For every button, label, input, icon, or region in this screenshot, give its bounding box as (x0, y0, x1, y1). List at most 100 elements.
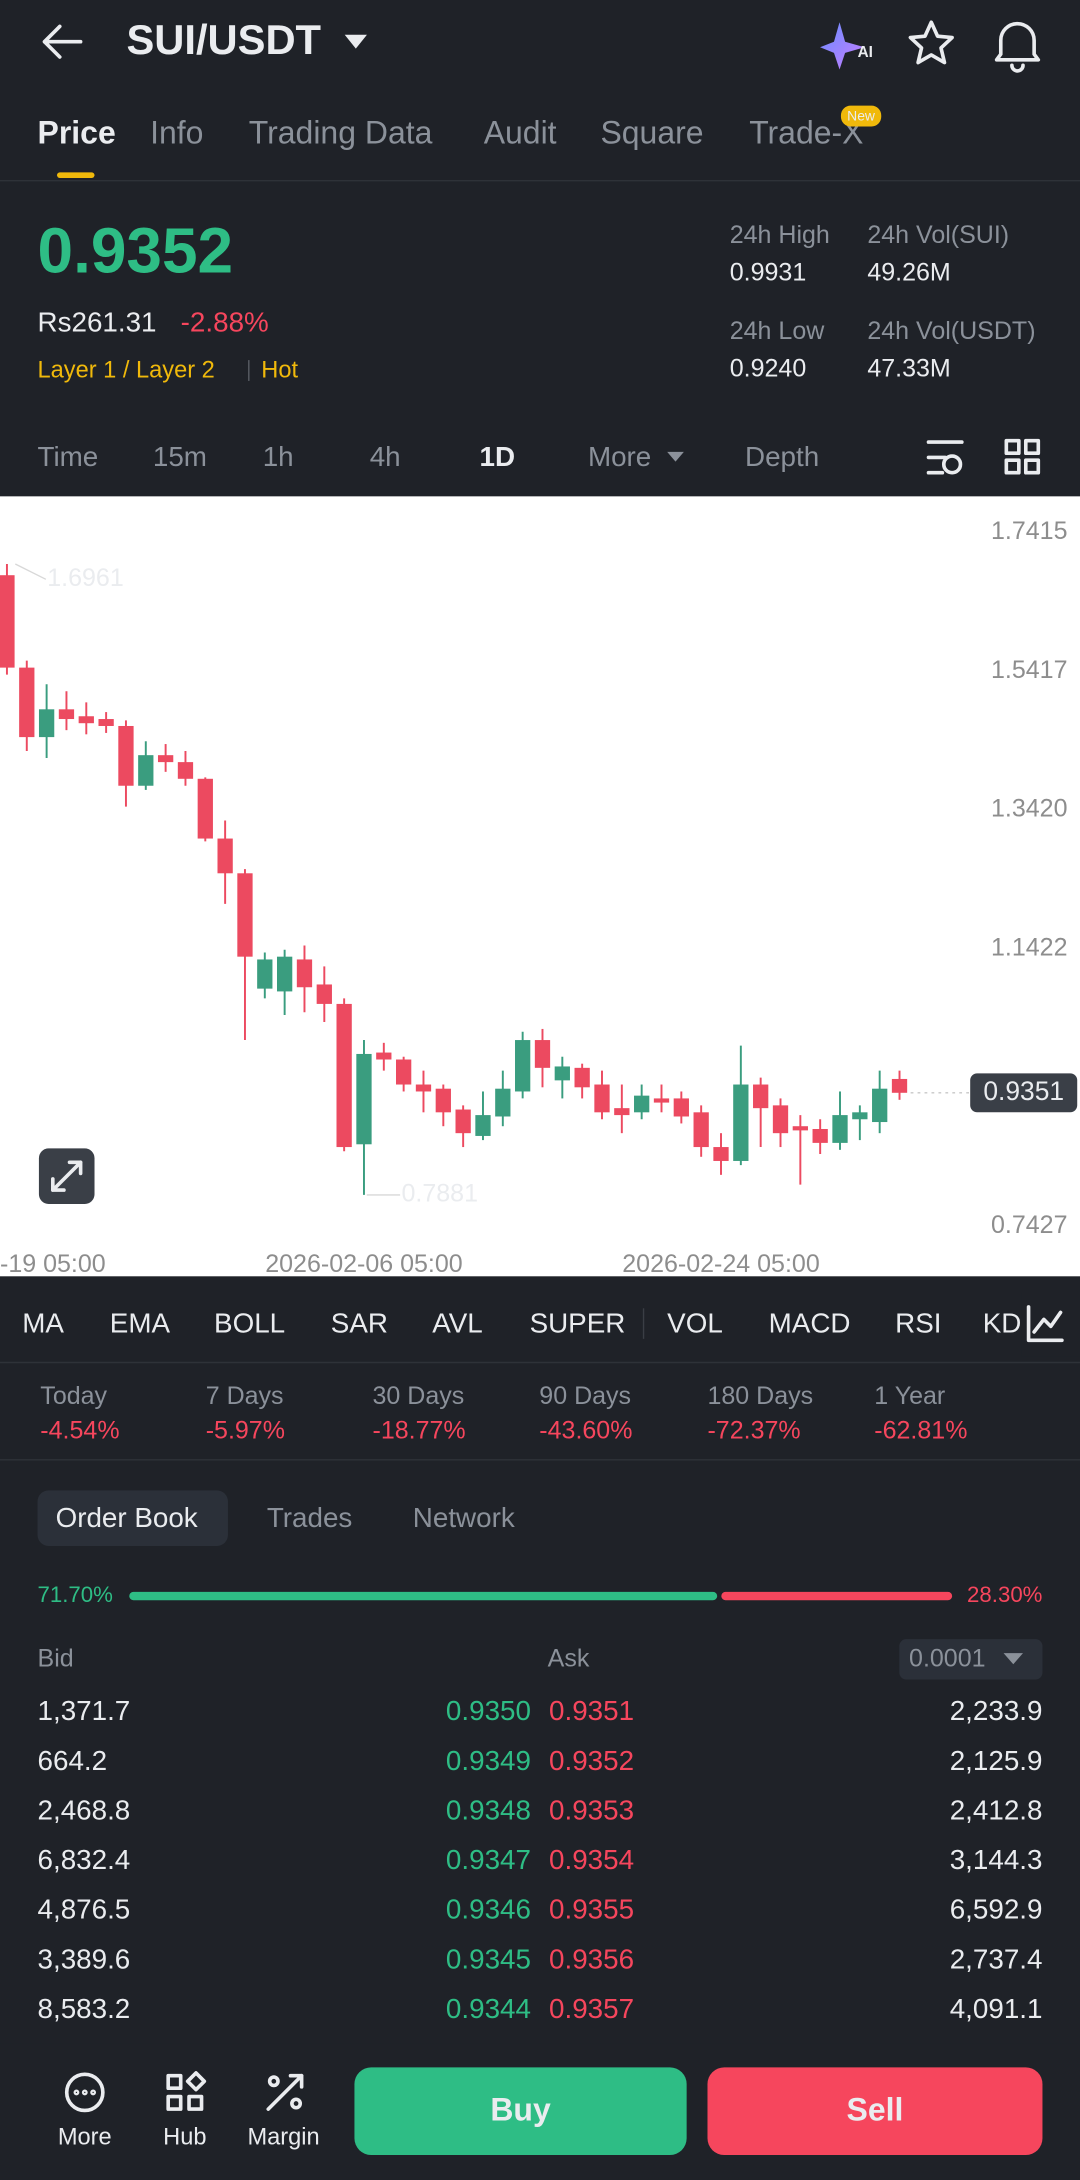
bottom-item-label[interactable]: More (58, 2125, 112, 2151)
tab[interactable]: Price (38, 114, 116, 150)
interval[interactable]: Time (38, 441, 99, 472)
more-icon[interactable] (64, 2072, 105, 2113)
tab-bar: Price Info Trading Data Audit Square Trade-X (38, 114, 864, 150)
ask-share-bar (721, 1591, 953, 1601)
last-price-box (970, 1073, 1078, 1113)
hub-icon[interactable] (166, 2071, 207, 2111)
candle-body (138, 755, 154, 786)
interval[interactable]: 1D (480, 441, 516, 472)
indicator[interactable]: KD (983, 1307, 1022, 1338)
candle-body (772, 1105, 789, 1134)
y-tick-label: 1.5417 (991, 656, 1068, 684)
precision-caret (1003, 1653, 1024, 1665)
back-button[interactable] (42, 24, 83, 59)
indicator[interactable]: MA (22, 1307, 64, 1338)
ask-price: 0.9354 (549, 1844, 634, 1875)
margin-icon[interactable] (266, 2073, 304, 2111)
order-book-rows: 1,371.7 0.9350 0.9351 2,233.9 664.2 0.9349 0.9… (38, 1695, 1043, 2024)
precision-selector[interactable] (899, 1639, 1043, 1680)
interval[interactable]: More (588, 441, 651, 472)
layout-button[interactable] (1004, 438, 1041, 475)
indicator[interactable]: MACD (769, 1307, 851, 1338)
bid-share-label: 71.70% (38, 1582, 113, 1607)
indicator[interactable]: EMA (110, 1307, 171, 1338)
sell-label: Sell (847, 2091, 904, 2127)
tab[interactable]: Info (150, 114, 203, 150)
period-change: -5.97% (206, 1417, 285, 1445)
candle-body (872, 1088, 888, 1123)
period-label: 1 Year (874, 1382, 945, 1410)
period-label: 30 Days (373, 1382, 465, 1410)
candle-body (197, 778, 213, 839)
sell-button[interactable] (707, 2067, 1043, 2155)
indicator[interactable]: BOLL (214, 1307, 285, 1338)
stat-label: 24h Vol(SUI) (867, 221, 1009, 249)
tag[interactable]: Layer 1 / Layer 2 (38, 357, 215, 383)
pair-title[interactable]: SUI/USDT (126, 16, 321, 63)
interval[interactable]: 1h (263, 441, 294, 472)
ask-amount: 6,592.9 (950, 1894, 1043, 1925)
order-book-tab[interactable]: Trades (267, 1502, 352, 1533)
indicator[interactable]: AVL (432, 1307, 482, 1338)
candle-body (733, 1084, 749, 1161)
candle-body (673, 1098, 689, 1117)
candle-body (38, 709, 55, 738)
stat-value: 0.9240 (730, 354, 807, 382)
ask-price: 0.9355 (549, 1894, 634, 1925)
period-change: -4.54% (40, 1417, 119, 1445)
pair-caret[interactable] (344, 34, 367, 49)
interval[interactable]: 15m (153, 441, 207, 472)
alert-button[interactable] (994, 21, 1041, 73)
candle-body (515, 1040, 531, 1092)
candle-body (574, 1067, 590, 1088)
y-tick-label: 1.3420 (991, 795, 1068, 823)
ai-icon[interactable] (820, 22, 865, 70)
candle-body (276, 956, 293, 992)
expand-icon (51, 1160, 83, 1192)
candle-body (713, 1147, 729, 1161)
bottom-item-label[interactable]: Margin (247, 2125, 319, 2151)
candle-body (257, 959, 273, 989)
x-tick-label: -19 05:00 (0, 1250, 106, 1278)
order-book-tab[interactable]: Network (413, 1502, 515, 1533)
ask-share-label: 28.30% (967, 1582, 1042, 1607)
candle-body (0, 575, 15, 668)
bottom-items: More Hub Margin (58, 2125, 320, 2151)
bid-amount: 6,832.4 (38, 1844, 131, 1875)
order-book-tab[interactable]: Order Book (56, 1502, 198, 1533)
candle-body (614, 1108, 630, 1116)
max-label: 1.6961 (47, 564, 124, 592)
ask-amount: 4,091.1 (950, 1993, 1043, 2024)
tab[interactable]: Audit (484, 114, 557, 150)
interval[interactable]: Depth (745, 441, 819, 472)
indicator[interactable]: SUPER (530, 1307, 626, 1338)
ask-header: Ask (548, 1645, 590, 1673)
bid-amount: 2,468.8 (38, 1794, 131, 1825)
indicator[interactable]: VOL (667, 1307, 723, 1338)
candle-body (534, 1040, 551, 1068)
indicator-settings[interactable] (1026, 1305, 1064, 1343)
indicator[interactable]: SAR (331, 1307, 388, 1338)
y-tick-label: 1.1422 (991, 933, 1068, 961)
chart-settings-button[interactable] (926, 440, 964, 475)
favorite-button[interactable] (908, 20, 954, 65)
y-tick-label: 1.7415 (991, 517, 1068, 545)
order-book-tabs: Order Book Trades Network (56, 1502, 515, 1533)
candlestick-chart: 0.74270.94251.14221.34201.54171.7415-19 … (0, 517, 1078, 1278)
tag[interactable]: Hot (261, 357, 298, 383)
tab[interactable]: Square (600, 114, 703, 150)
x-tick-label: 2026-02-24 05:00 (622, 1250, 819, 1278)
indicator[interactable]: RSI (895, 1307, 941, 1338)
candle-body (832, 1115, 848, 1143)
bid-price: 0.9347 (446, 1844, 531, 1875)
candle-body (475, 1115, 491, 1136)
buy-button[interactable] (354, 2067, 687, 2155)
period-label: Today (40, 1382, 107, 1410)
bottom-item-label[interactable]: Hub (163, 2125, 206, 2151)
bid-price: 0.9344 (446, 1993, 531, 2024)
tab[interactable]: Trading Data (249, 114, 433, 150)
stat-value: 49.26M (867, 258, 950, 286)
interval[interactable]: 4h (370, 441, 401, 472)
